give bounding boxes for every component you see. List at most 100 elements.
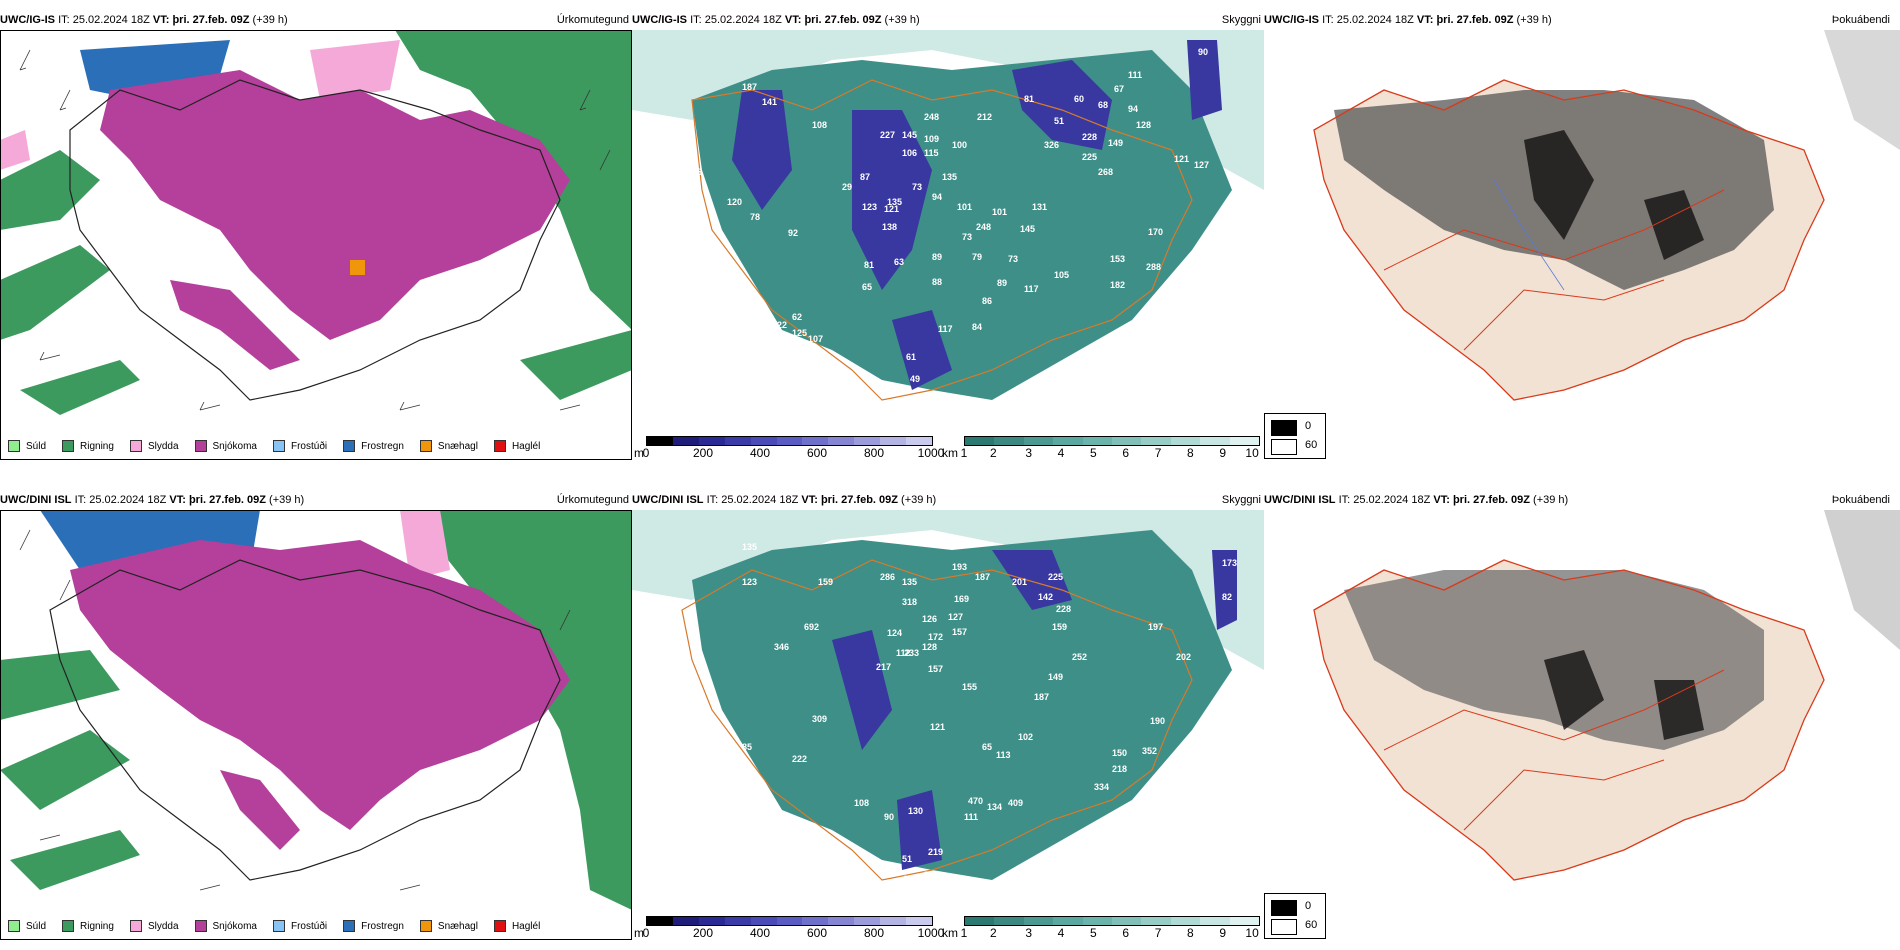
colorbar-segment xyxy=(965,437,995,445)
svg-text:94: 94 xyxy=(1128,104,1138,114)
colorbar-segment xyxy=(750,917,777,925)
svg-text:117: 117 xyxy=(1024,284,1039,294)
svg-text:94: 94 xyxy=(932,192,942,202)
colorbar-segment xyxy=(1141,437,1171,445)
svg-text:86: 86 xyxy=(982,296,992,306)
vt-value: þri. 27.feb. 09Z xyxy=(804,14,882,26)
panel-header: UWC/DINI ISL IT: 25.02.2024 18Z VT: þri.… xyxy=(632,490,1264,510)
visibility-colorbar-m: m 0 200 400 600 800 1000 xyxy=(634,916,944,940)
colorbar-segment xyxy=(1112,917,1142,925)
svg-text:692: 692 xyxy=(804,622,819,632)
svg-text:123: 123 xyxy=(742,577,757,587)
svg-text:40: 40 xyxy=(698,247,708,257)
svg-text:142: 142 xyxy=(1038,592,1053,602)
colorbar-segment xyxy=(1141,917,1171,925)
precip-type-map xyxy=(0,510,632,910)
svg-text:51: 51 xyxy=(1054,116,1064,126)
svg-text:115: 115 xyxy=(924,148,939,158)
colorbar-segment xyxy=(854,917,881,925)
colorbar-segment xyxy=(880,437,907,445)
legend-item: Frostúði xyxy=(272,440,327,452)
svg-text:87: 87 xyxy=(860,172,870,182)
svg-text:346: 346 xyxy=(774,642,789,652)
colorbar-segment xyxy=(828,437,855,445)
vt-value: þri. 27.feb. 09Z xyxy=(1452,494,1530,506)
colorbar-segment xyxy=(1023,917,1054,925)
svg-text:42: 42 xyxy=(928,394,938,404)
svg-text:40: 40 xyxy=(902,874,912,884)
lead-time: (+39 h) xyxy=(1516,14,1552,26)
svg-text:127: 127 xyxy=(948,612,963,622)
svg-text:326: 326 xyxy=(1044,140,1059,150)
svg-text:63: 63 xyxy=(894,257,904,267)
svg-text:135: 135 xyxy=(942,172,957,182)
panel-header: UWC/DINI ISL IT: 25.02.2024 18Z VT: þri.… xyxy=(0,490,632,510)
svg-text:90: 90 xyxy=(884,812,894,822)
unit-label: m xyxy=(634,926,644,940)
svg-text:29: 29 xyxy=(842,182,852,192)
it-value: 25.02.2024 18Z xyxy=(1353,494,1431,506)
svg-text:182: 182 xyxy=(1110,280,1125,290)
panel-title: Þokuábendi xyxy=(1831,14,1890,26)
legend-item: Súld xyxy=(8,920,46,932)
colorbar-segment xyxy=(906,917,932,925)
legend-item: Snjókoma xyxy=(194,920,257,932)
fog-index-map xyxy=(1264,30,1900,430)
svg-text:135: 135 xyxy=(742,542,757,552)
svg-text:85: 85 xyxy=(742,742,752,752)
colorbar-segment xyxy=(1112,437,1142,445)
svg-text:288: 288 xyxy=(1146,262,1161,272)
unit-label: km xyxy=(942,446,958,460)
svg-text:187: 187 xyxy=(975,572,990,582)
model-name: UWC/DINI ISL xyxy=(632,494,704,506)
visibility-map: 173 82 135 123 159 286 135 318 126 193 1… xyxy=(632,510,1264,910)
svg-text:126: 126 xyxy=(922,614,937,624)
svg-text:138: 138 xyxy=(882,222,897,232)
legend-item: Frostúði xyxy=(272,920,327,932)
svg-text:108: 108 xyxy=(854,798,869,808)
svg-text:141: 141 xyxy=(762,97,777,107)
svg-text:225: 225 xyxy=(1082,152,1097,162)
visibility-panel-top: UWC/IG-IS IT: 25.02.2024 18Z VT: þri. 27… xyxy=(632,10,1264,465)
svg-text:227: 227 xyxy=(880,130,895,140)
svg-text:153: 153 xyxy=(1110,254,1125,264)
svg-text:121: 121 xyxy=(1174,154,1189,164)
svg-text:122: 122 xyxy=(772,320,787,330)
svg-text:248: 248 xyxy=(924,112,939,122)
colorbar-segment xyxy=(854,437,881,445)
fog-key-light-label: 60 xyxy=(1305,919,1318,931)
colorbar-segment xyxy=(1200,917,1230,925)
svg-text:159: 159 xyxy=(1052,622,1067,632)
svg-text:248: 248 xyxy=(976,222,991,232)
svg-text:155: 155 xyxy=(962,682,977,692)
svg-text:169: 169 xyxy=(954,594,969,604)
svg-text:219: 219 xyxy=(928,847,943,857)
svg-text:233: 233 xyxy=(904,648,919,658)
svg-text:218: 218 xyxy=(1112,764,1127,774)
colorbar-segment xyxy=(906,437,932,445)
svg-text:107: 107 xyxy=(808,334,823,344)
vt-label: VT: xyxy=(1433,494,1450,506)
it-value: 25.02.2024 18Z xyxy=(721,494,799,506)
legend-item: Haglél xyxy=(493,920,540,932)
colorbar-segment xyxy=(1082,917,1113,925)
svg-text:150: 150 xyxy=(1112,748,1127,758)
it-value: 25.02.2024 18Z xyxy=(89,494,167,506)
lead-time: (+39 h) xyxy=(269,494,305,506)
svg-text:92: 92 xyxy=(788,228,798,238)
svg-text:78: 78 xyxy=(750,212,760,222)
svg-text:157: 157 xyxy=(952,627,967,637)
colorbar-segment xyxy=(724,437,751,445)
colorbar-segment xyxy=(750,437,777,445)
colorbar-segment xyxy=(880,917,907,925)
visibility-values: 173 82 135 123 159 286 135 318 126 193 1… xyxy=(742,542,1237,884)
svg-text:113: 113 xyxy=(996,750,1011,760)
vt-value: þri. 27.feb. 09Z xyxy=(188,494,266,506)
it-label: IT: xyxy=(58,14,70,26)
svg-text:101: 101 xyxy=(957,202,972,212)
colorbar-segment xyxy=(647,917,673,925)
colorbar-segment xyxy=(1200,437,1230,445)
svg-text:130: 130 xyxy=(908,806,923,816)
svg-text:286: 286 xyxy=(880,572,895,582)
fog-key-light-label: 60 xyxy=(1305,439,1318,451)
